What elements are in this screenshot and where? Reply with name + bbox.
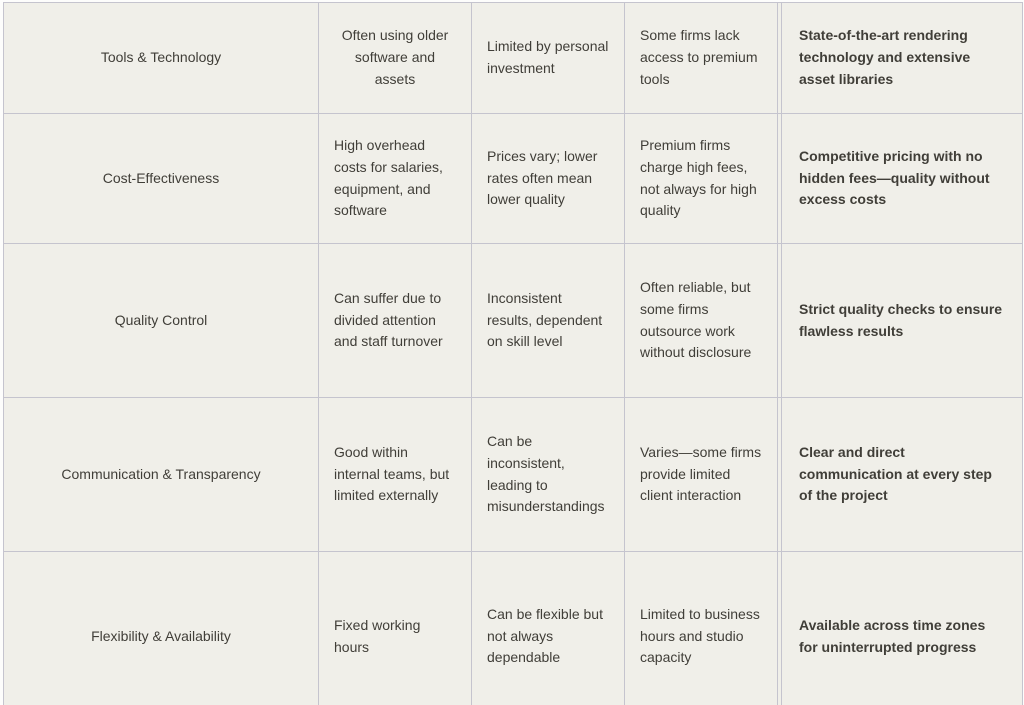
highlight-cell: Available across time zones for uninterr… — [781, 551, 1023, 705]
row-label-flexibility-availability: Flexibility & Availability — [3, 551, 319, 705]
table-row: Cost-Effectiveness High overhead costs f… — [3, 113, 1023, 244]
detail-cell: Varies—some firms provide limited client… — [624, 397, 778, 552]
row-label-communication-transparency: Communication & Transparency — [3, 397, 319, 552]
detail-cell: Fixed working hours — [318, 551, 472, 705]
detail-cell: Often using older software and assets — [318, 2, 472, 114]
detail-cell: Limited to business hours and studio cap… — [624, 551, 778, 705]
detail-cell: Can suffer due to divided attention and … — [318, 243, 472, 398]
row-label-quality-control: Quality Control — [3, 243, 319, 398]
highlight-cell: Strict quality checks to ensure flawless… — [781, 243, 1023, 398]
detail-cell: Inconsistent results, dependent on skill… — [471, 243, 625, 398]
row-label-tools-technology: Tools & Technology — [3, 2, 319, 114]
table-row: Flexibility & Availability Fixed working… — [3, 551, 1023, 705]
highlight-cell: Competitive pricing with no hidden fees—… — [781, 113, 1023, 244]
detail-cell: Limited by personal investment — [471, 2, 625, 114]
detail-cell: Good within internal teams, but limited … — [318, 397, 472, 552]
highlight-cell: Clear and direct communication at every … — [781, 397, 1023, 552]
comparison-table: Tools & Technology Often using older sof… — [3, 2, 1023, 705]
detail-cell: Often reliable, but some firms outsource… — [624, 243, 778, 398]
table-row: Communication & Transparency Good within… — [3, 397, 1023, 552]
row-label-cost-effectiveness: Cost-Effectiveness — [3, 113, 319, 244]
table-row: Quality Control Can suffer due to divide… — [3, 243, 1023, 398]
table-row: Tools & Technology Often using older sof… — [3, 2, 1023, 114]
detail-cell: Can be inconsistent, leading to misunder… — [471, 397, 625, 552]
highlight-cell: State-of-the-art rendering technology an… — [781, 2, 1023, 114]
detail-cell: Can be flexible but not always dependabl… — [471, 551, 625, 705]
detail-cell: High overhead costs for salaries, equipm… — [318, 113, 472, 244]
detail-cell: Prices vary; lower rates often mean lowe… — [471, 113, 625, 244]
detail-cell: Premium firms charge high fees, not alwa… — [624, 113, 778, 244]
detail-cell: Some firms lack access to premium tools — [624, 2, 778, 114]
